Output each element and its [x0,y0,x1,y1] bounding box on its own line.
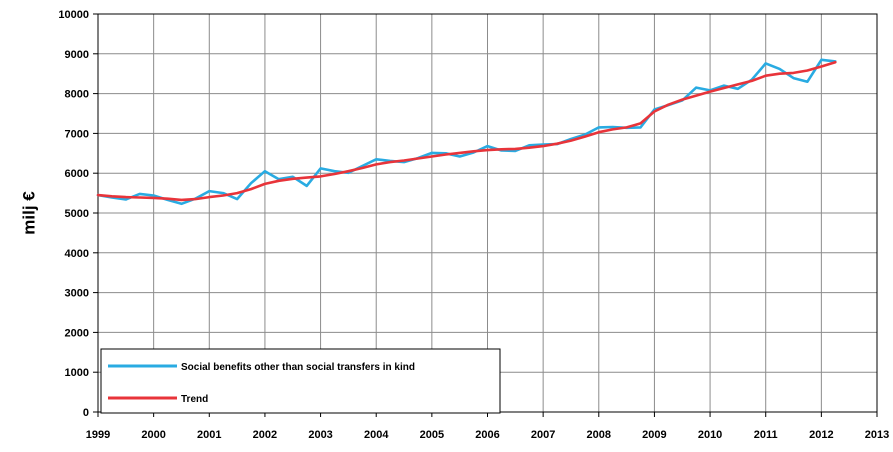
series-line-trend [96,60,837,202]
x-tick-label: 2013 [865,429,889,441]
x-tick-label: 2012 [809,429,833,441]
x-tick-label: 2006 [475,429,499,441]
y-tick-label: 3000 [65,288,89,300]
x-tick-label: 2002 [253,429,277,441]
series-line-social-benefits-other-than-social-transfers-in-kind [96,58,837,206]
grid-lines [97,13,878,413]
y-tick-label: 10000 [58,9,89,21]
y-tick-label: 1000 [65,367,89,379]
x-tick-label: 2005 [420,429,444,441]
x-tick-label: 1999 [86,429,110,441]
x-tick-label: 2004 [364,429,389,441]
legend-box [100,348,501,414]
x-tick-label: 2001 [197,429,221,441]
legend: Social benefits other than social transf… [100,348,501,414]
y-tick-label: 4000 [65,248,89,260]
x-tick-label: 2009 [642,429,666,441]
series-lines [96,58,837,206]
legend-label-trend: Trend [181,394,208,405]
y-tick-label: 8000 [65,89,89,101]
y-tick-label: 2000 [65,327,89,339]
x-tick-label: 2008 [587,429,611,441]
x-tick-label: 2010 [698,429,722,441]
x-tick-label: 2007 [531,429,555,441]
y-axis-ticks: 0 1000 2000 3000 4000 5000 6000 7000 8000 9000 100… [58,9,98,419]
x-tick-label: 2003 [308,429,332,441]
y-tick-label: 6000 [65,168,89,180]
y-tick-label: 0 [83,407,89,419]
y-axis-label: milj € [19,191,38,235]
x-axis-ticks: 1999 2000 2001 2002 2003 2004 2005 2006 2007 2008… [86,412,889,441]
y-tick-label: 5000 [65,208,89,220]
y-tick-label: 9000 [65,49,89,61]
x-tick-label: 2011 [754,429,778,441]
x-tick-label: 2000 [141,429,165,441]
legend-label-social-benefits: Social benefits other than social transf… [181,362,415,373]
y-tick-label: 7000 [65,128,89,140]
